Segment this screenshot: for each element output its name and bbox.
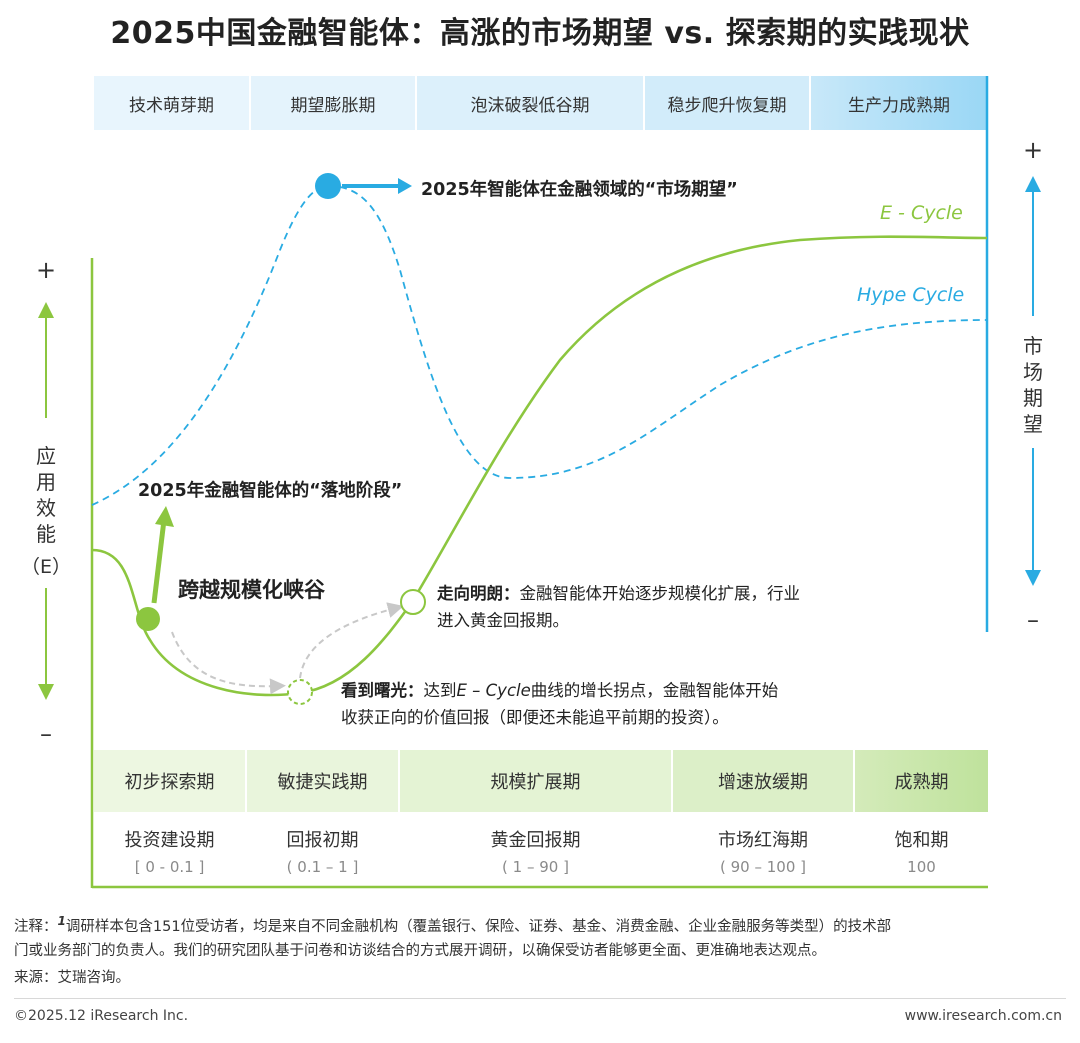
chasm-label: 跨越规模化峡谷 bbox=[178, 578, 325, 602]
bright-annotation: 走向明朗：金融智能体开始逐步规模化扩展，行业 进入黄金回报期。 bbox=[437, 580, 800, 634]
bright-text-2: 进入黄金回报期。 bbox=[437, 611, 569, 630]
e-subphase-5: 饱和期 100 bbox=[855, 826, 988, 876]
e-cycle-label: E - Cycle bbox=[880, 202, 963, 224]
e-phase-5: 成熟期 bbox=[855, 750, 988, 812]
landing-stage-arrow bbox=[151, 519, 167, 604]
e-phase-4: 增速放缓期 bbox=[673, 750, 853, 812]
e-phase-1: 初步探索期 bbox=[94, 750, 245, 812]
e-subphase-2: 回报初期 ( 0.1 – 1 ] bbox=[247, 826, 398, 876]
left-axis-label-4: 能 bbox=[36, 522, 56, 546]
right-axis-label-4: 望 bbox=[1023, 412, 1043, 436]
hype-cycle-label: Hype Cycle bbox=[857, 284, 965, 306]
right-axis-label-3: 期 bbox=[1023, 386, 1043, 410]
dawn-text-1b: E – Cycle bbox=[456, 681, 531, 700]
e-subphase-1-name: 投资建设期 bbox=[124, 830, 215, 851]
right-axis-label-1: 市 bbox=[1023, 334, 1043, 358]
market-expectation-label: 2025年智能体在金融领域的“市场期望” bbox=[421, 180, 738, 200]
left-axis-label-1: 应 bbox=[36, 444, 56, 468]
left-axis-label-2: 用 bbox=[36, 470, 56, 494]
website-link[interactable]: www.iresearch.com.cn bbox=[904, 1008, 1062, 1024]
dawn-text-2: 收获正向的价值回报（即便还未能追平前期的投资）。 bbox=[341, 708, 729, 727]
e-subphase-2-range: ( 0.1 – 1 ] bbox=[286, 858, 359, 876]
e-phase-2: 敏捷实践期 bbox=[247, 750, 398, 812]
e-subphase-1: 投资建设期 [ 0 - 0.1 ] bbox=[94, 826, 245, 876]
e-subphase-4-range: ( 90 – 100 ] bbox=[720, 858, 806, 876]
e-subphase-4-name: 市场红海期 bbox=[718, 830, 808, 851]
e-subphase-4: 市场红海期 ( 90 – 100 ] bbox=[673, 826, 853, 876]
bright-title: 走向明朗： bbox=[437, 584, 520, 603]
copyright: ©2025.12 iResearch Inc. bbox=[14, 1008, 189, 1024]
e-subphase-2-name: 回报初期 bbox=[286, 830, 359, 851]
left-axis-label-3: 效 bbox=[36, 496, 56, 520]
footnote-line-1: 调研样本包含151位受访者，均是来自不同金融机构（覆盖银行、保险、证券、基金、消… bbox=[65, 918, 892, 935]
footnote: 注释：1调研样本包含151位受访者，均是来自不同金融机构（覆盖银行、保险、证券、… bbox=[14, 909, 1070, 963]
footer-divider bbox=[14, 998, 1066, 999]
progress-arrow-1 bbox=[171, 631, 286, 695]
dawn-title: 看到曙光： bbox=[341, 681, 424, 700]
left-axis-minus: – bbox=[40, 720, 52, 748]
dawn-text-1c: 曲线的增长拐点，金融智能体开始 bbox=[530, 681, 779, 700]
page-title: 2025中国金融智能体：高涨的市场期望 vs. 探索期的实践现状 bbox=[110, 16, 970, 51]
e-subphase-5-name: 饱和期 bbox=[894, 830, 949, 851]
e-cycle-curve bbox=[91, 235, 988, 697]
right-axis-label-2: 场 bbox=[1023, 360, 1043, 384]
dawn-annotation: 看到曙光：达到E – Cycle曲线的增长拐点，金融智能体开始 收获正向的价值回… bbox=[341, 677, 778, 731]
right-axis-minus: – bbox=[1027, 606, 1039, 634]
hype-cycle-curve bbox=[91, 185, 988, 506]
landing-stage-dot bbox=[136, 607, 160, 631]
market-expectation-arrowhead bbox=[398, 178, 412, 194]
landing-stage-arrowhead bbox=[155, 506, 174, 527]
right-axis-plus: + bbox=[1022, 136, 1044, 164]
hype-phase-2: 期望膨胀期 bbox=[251, 76, 415, 130]
e-subphase-3: 黄金回报期 ( 1 – 90 ] bbox=[400, 826, 671, 876]
landing-stage-label: 2025年金融智能体的“落地阶段” bbox=[138, 481, 403, 501]
left-axis-plus: + bbox=[35, 256, 57, 284]
dawn-text-1a: 达到 bbox=[423, 681, 457, 700]
hype-phase-3: 泡沫破裂低谷期 bbox=[417, 76, 643, 130]
hype-phase-4: 稳步爬升恢复期 bbox=[645, 76, 809, 130]
market-expectation-dot bbox=[315, 173, 341, 199]
hype-phase-1: 技术萌芽期 bbox=[94, 76, 249, 130]
e-subphase-1-range: [ 0 - 0.1 ] bbox=[134, 858, 205, 876]
e-subphase-3-range: ( 1 – 90 ] bbox=[502, 858, 569, 876]
e-subphase-5-range: 100 bbox=[907, 858, 936, 876]
hype-phase-5: 生产力成熟期 bbox=[811, 76, 987, 130]
dawn-point bbox=[287, 679, 313, 705]
left-axis-label-suffix: （E） bbox=[20, 556, 71, 578]
source-note: 来源：艾瑞咨询。 bbox=[14, 970, 130, 986]
bright-point bbox=[400, 589, 426, 615]
e-phase-3: 规模扩展期 bbox=[400, 750, 671, 812]
footnote-line-2: 门或业务部门的负责人。我们的研究团队基于问卷和访谈结合的方式展开调研，以确保受访… bbox=[14, 942, 826, 959]
progress-arrow-2 bbox=[299, 602, 404, 679]
footnote-prefix: 注释： bbox=[14, 918, 58, 935]
bright-text-1: 金融智能体开始逐步规模化扩展，行业 bbox=[519, 584, 801, 603]
e-subphase-3-name: 黄金回报期 bbox=[490, 830, 581, 851]
footnote-sup: 1 bbox=[57, 914, 66, 928]
